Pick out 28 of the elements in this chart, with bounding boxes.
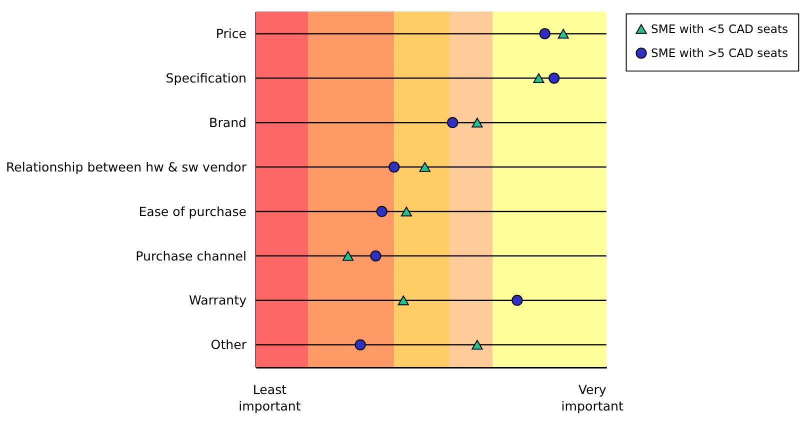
legend-label: SME with <5 CAD seats [650,22,788,36]
point [472,340,483,350]
text: Very important [561,382,624,414]
y-tick-label: Ease of purchase [138,204,247,219]
point [533,73,544,84]
y-tick-label: Relationship between hw & sw vendor [6,159,248,174]
point [388,161,400,173]
point [398,295,409,306]
point [558,28,569,39]
y-tick-label: Warranty [188,292,248,308]
y-tick-label: Brand [209,114,247,130]
point [400,206,412,216]
point [512,294,523,306]
point [447,117,458,128]
point [370,250,382,262]
y-tick-label: Specification [166,70,247,86]
point [376,206,388,218]
text: Least important [238,382,301,414]
point [548,72,560,84]
point [539,28,550,40]
y-tick-label: Price [216,26,247,42]
point [419,162,430,172]
point [472,118,483,128]
legend-label: SME with >5 CAD seats [650,46,788,60]
point [342,251,354,261]
y-tick-label: Other [210,337,248,352]
point [354,339,366,350]
y-tick-label: Purchase channel [136,248,247,264]
